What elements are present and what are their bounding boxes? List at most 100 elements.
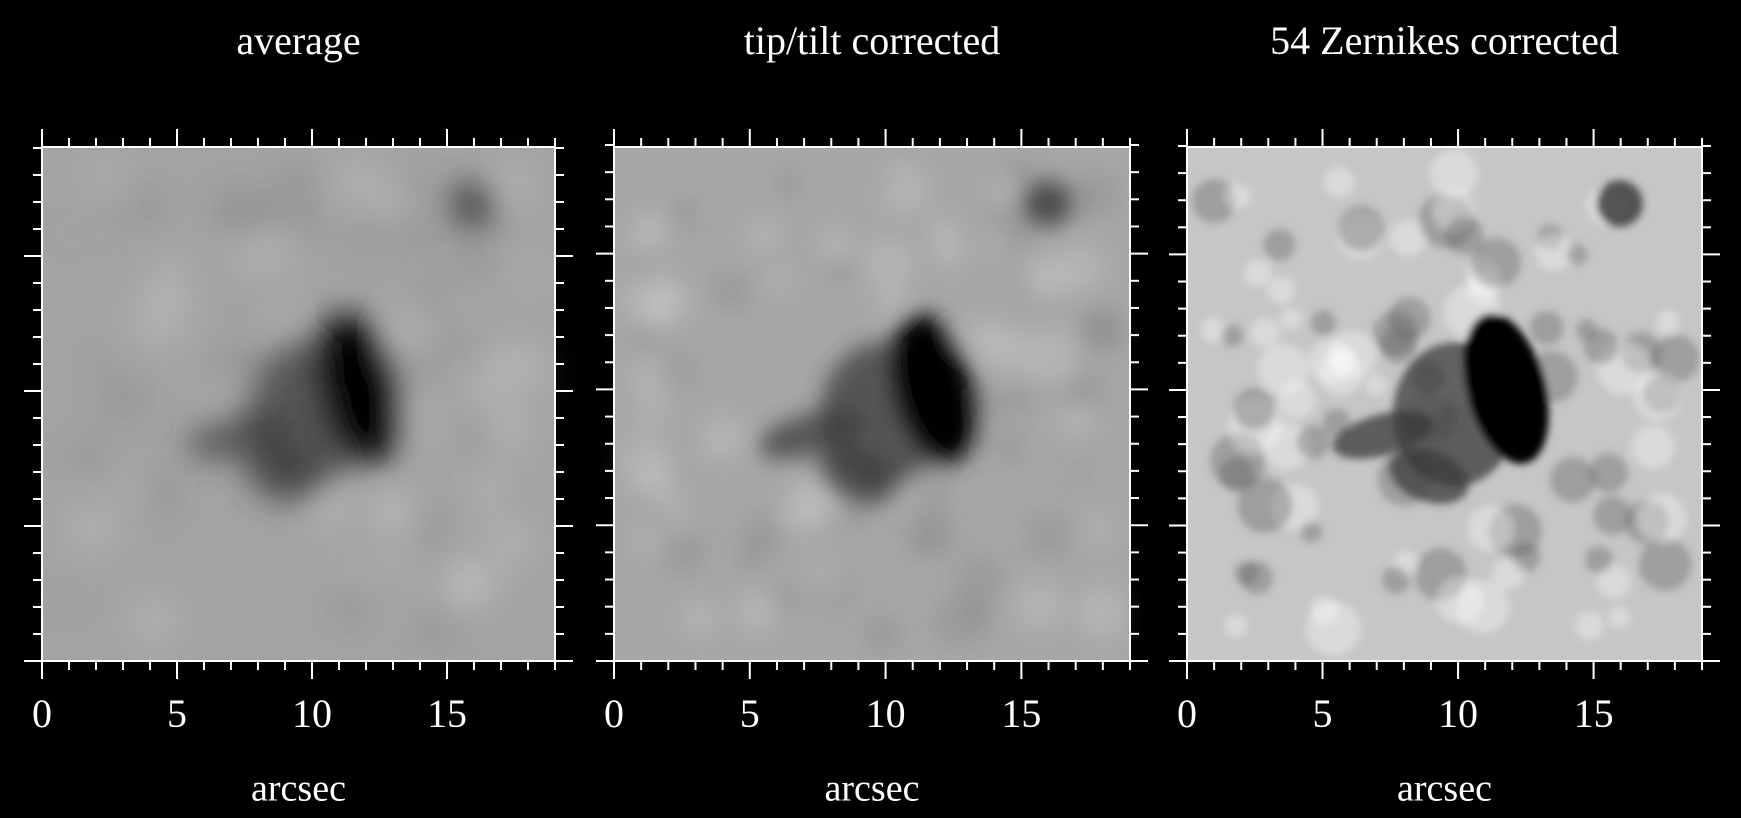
granule: [143, 467, 179, 503]
granule: [1382, 566, 1410, 594]
x-tick-label: 15: [1574, 691, 1614, 736]
granule: [485, 402, 533, 450]
granule: [95, 213, 115, 233]
granule: [162, 255, 205, 298]
granule: [1634, 372, 1683, 421]
granule: [439, 311, 470, 342]
granule: [282, 208, 324, 250]
granule: [1005, 385, 1035, 415]
granule: [69, 506, 115, 552]
pore: [1596, 180, 1642, 226]
granule: [774, 169, 803, 198]
granule: [490, 164, 532, 206]
granule: [1656, 310, 1680, 334]
granule: [982, 228, 1003, 249]
granule: [503, 344, 551, 392]
granule: [683, 602, 717, 636]
granule: [1073, 406, 1095, 428]
granule: [1608, 607, 1630, 629]
granule: [634, 457, 672, 495]
x-tick-label: 0: [604, 691, 624, 736]
granule: [335, 598, 360, 623]
granule: [414, 597, 467, 650]
granule: [1589, 454, 1628, 493]
granule: [392, 209, 438, 255]
granule: [876, 285, 906, 315]
granule: [380, 500, 404, 524]
granule: [1237, 477, 1292, 532]
granule: [96, 373, 149, 426]
image-panel: 051015tip/tilt correctedarcsec: [596, 18, 1148, 810]
granule: [1300, 521, 1322, 543]
granule: [808, 560, 844, 596]
granule: [1065, 463, 1087, 485]
granule: [769, 268, 792, 291]
granule: [1240, 561, 1273, 594]
granule: [820, 228, 852, 260]
granule: [665, 513, 687, 535]
granule: [878, 163, 928, 213]
granule: [374, 574, 402, 602]
pore: [450, 180, 496, 226]
granule: [207, 183, 259, 235]
granule: [629, 261, 653, 285]
granule: [1221, 325, 1243, 347]
x-tick-label: 10: [866, 691, 906, 736]
x-axis-label: arcsec: [251, 768, 346, 810]
x-tick-label: 0: [1177, 691, 1197, 736]
granule: [647, 215, 667, 235]
granule: [248, 308, 268, 328]
granule: [1024, 511, 1072, 559]
x-axis-label: arcsec: [1397, 768, 1492, 810]
granule: [1225, 184, 1250, 209]
granule: [1016, 583, 1063, 630]
x-tick-label: 15: [427, 691, 467, 736]
granule: [1365, 374, 1386, 395]
granule: [701, 417, 744, 460]
granule: [131, 289, 187, 345]
granule: [1329, 346, 1356, 373]
granule: [68, 436, 109, 477]
granule: [996, 432, 1027, 463]
granule: [1437, 578, 1484, 625]
granule: [1583, 329, 1618, 364]
granule: [769, 583, 800, 614]
panel-title: 54 Zernikes corrected: [1270, 18, 1619, 63]
granule: [346, 563, 373, 590]
panel-title: tip/tilt corrected: [744, 18, 1001, 63]
granule: [54, 585, 82, 613]
granule: [1075, 586, 1128, 639]
granule: [1550, 457, 1595, 502]
granule: [58, 223, 79, 244]
granule: [1575, 611, 1604, 640]
granule: [1492, 558, 1523, 589]
granule: [432, 273, 454, 295]
granule: [1225, 615, 1247, 637]
x-tick-label: 5: [167, 691, 187, 736]
granule: [493, 484, 517, 508]
granule: [1296, 425, 1330, 459]
granule: [652, 283, 691, 322]
granule: [1306, 602, 1361, 657]
granule: [89, 159, 117, 187]
granule: [346, 215, 386, 255]
granule: [865, 239, 914, 288]
granule: [209, 342, 247, 380]
granule: [453, 280, 489, 316]
granule: [389, 310, 424, 345]
granule: [1251, 318, 1280, 347]
granule: [1083, 315, 1122, 354]
granule: [1632, 426, 1675, 469]
granule: [1263, 229, 1295, 261]
granule: [395, 165, 435, 205]
granule: [132, 599, 176, 643]
image-panel: 05101554 Zernikes correctedarcsec: [1169, 18, 1720, 810]
granule: [1585, 546, 1612, 573]
granule: [666, 198, 700, 232]
granule: [460, 531, 505, 576]
x-tick-label: 5: [740, 691, 760, 736]
granule: [458, 340, 493, 375]
granule: [1430, 150, 1478, 198]
x-tick-label: 10: [292, 691, 332, 736]
